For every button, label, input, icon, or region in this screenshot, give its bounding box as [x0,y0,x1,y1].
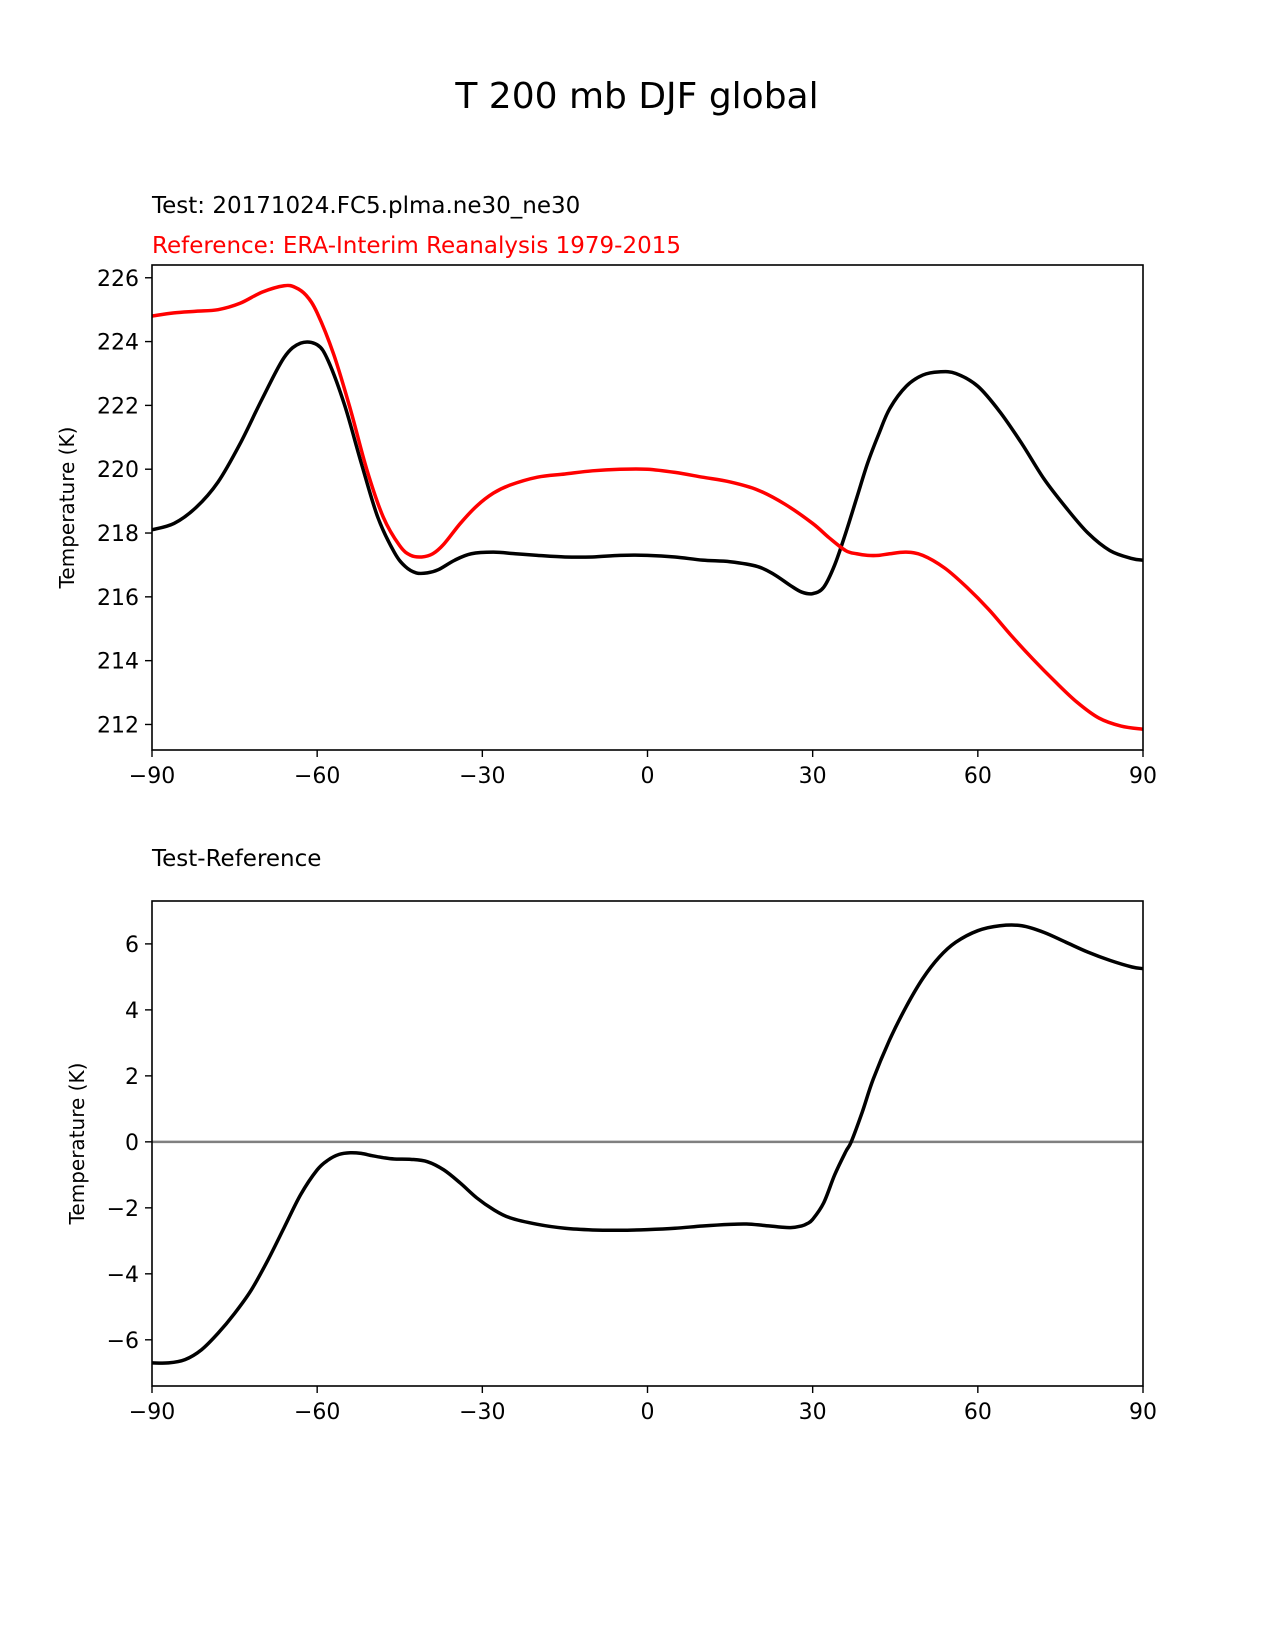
bottom-xtick-label: −30 [459,1400,505,1425]
top-series-test-line [152,340,1143,596]
bottom-xtick-label: 90 [1129,1400,1157,1425]
top-ytick-label: 218 [97,522,139,547]
top-plot-area: −90 −60 −30 0 30 60 90 212 214 216 218 220 222 224 226… [55,264,1157,789]
bottom-ytick-label: −2 [107,1197,139,1222]
bottom-ytick-label: −6 [107,1329,139,1354]
top-ytick-label: 226 [97,267,139,292]
top-xtick-label: 60 [964,764,992,789]
bottom-xtick-label: −90 [129,1400,175,1425]
top-axes-frame [151,264,1144,751]
top-ytick-label: 216 [97,586,139,611]
bottom-ytick-label: −4 [107,1263,139,1288]
bottom-ytick-label: 2 [125,1065,139,1090]
top-xtick-label: −90 [129,764,175,789]
bottom-ytick-label: 6 [125,933,139,958]
top-reference-title: Reference: ERA-Interim Reanalysis 1979-2… [152,233,681,259]
top-xtick-label: −60 [294,764,340,789]
bottom-ytick-label: 0 [125,1131,139,1156]
top-xtick-label: 0 [641,764,655,789]
top-xtick-label: 30 [799,764,827,789]
bottom-series-test-reference-line [152,923,1143,1365]
top-ylabel: Temperature (K) [55,427,79,590]
top-ytick-label: 224 [97,331,139,356]
top-ytick-label: 214 [97,650,139,675]
top-ytick-label: 222 [97,394,139,419]
bottom-axes-frame [151,900,1144,1387]
bottom-ytick-label: 4 [125,999,139,1024]
top-ytick-label: 212 [97,713,139,738]
top-test-title: Test: 20171024.FC5.plma.ne30_ne30 [151,193,580,219]
top-series-reference-line [152,283,1143,732]
top-xtick-label: 90 [1129,764,1157,789]
bottom-diff-title: Test-Reference [151,846,321,872]
bottom-xtick-label: 30 [799,1400,827,1425]
top-xtick-label: −30 [459,764,505,789]
bottom-ylabel: Temperature (K) [65,1063,89,1226]
top-ytick-label: 220 [97,458,139,483]
figure-title: T 200 mb DJF global [454,76,818,117]
bottom-xtick-label: −60 [294,1400,340,1425]
bottom-plot-area: −90 −60 −30 0 30 60 90 −6 −4 −2 0 2 4 6 Temperature (K… [65,900,1157,1425]
bottom-xtick-label: 0 [641,1400,655,1425]
bottom-xtick-label: 60 [964,1400,992,1425]
